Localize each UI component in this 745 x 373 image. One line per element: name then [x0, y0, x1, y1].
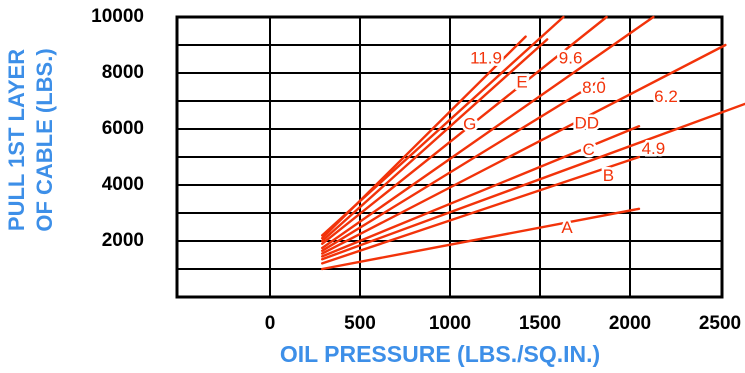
curve-label-8-0: 8.0: [582, 78, 606, 97]
y-tick-label: 10000: [91, 6, 144, 27]
x-axis-title: OIL PRESSURE (LBS./SQ.IN.): [280, 341, 600, 367]
curve-label-4-9: 4.9: [642, 139, 666, 158]
plot-frame: [175, 15, 724, 299]
y-axis-title-line-2: OF CABLE (LBS.): [32, 48, 57, 231]
curve-label-e: E: [516, 72, 527, 91]
curve-label-a: A: [561, 218, 573, 237]
curve-8-0: [321, 15, 655, 250]
y-tick-label: 2000: [102, 230, 144, 251]
y-axis-title-line-1: PULL 1ST LAYER: [4, 49, 29, 231]
x-tick-label: 0: [265, 313, 276, 334]
x-tick-label: 2000: [609, 313, 651, 334]
y-tick-label: 4000: [102, 174, 144, 195]
x-tick-label: 2500: [699, 313, 741, 334]
curve-label-b: B: [603, 166, 614, 185]
curve-6-2: [321, 43, 727, 255]
curves: [321, 15, 745, 271]
curve-labels: A B 4.9 C 6.2 DD 8.0 9.6 E G 11.9: [461, 46, 681, 240]
curve-label-9-6: 9.6: [559, 48, 583, 67]
curve-label-dd: DD: [575, 114, 600, 133]
curve-9-6: [321, 15, 608, 246]
x-tick-label: 500: [344, 313, 376, 334]
curve-e: [321, 38, 549, 243]
curve-b: [321, 155, 641, 265]
curve-c: [321, 124, 641, 258]
curve-a: [321, 207, 641, 271]
curve-label-11-9: 11.9: [470, 48, 502, 67]
curve-label-c: C: [582, 140, 594, 159]
y-tick-label: 6000: [102, 118, 144, 139]
curve-11-9: [321, 15, 565, 237]
x-tick-label: 1500: [519, 313, 561, 334]
curve-label-g: G: [463, 114, 476, 133]
y-tick-label: 8000: [102, 62, 144, 83]
curve-4-9: [321, 102, 745, 261]
curve-label-6-2: 6.2: [654, 87, 678, 106]
x-tick-labels: 050010001500200025003000: [265, 313, 741, 334]
x-tick-label: 1000: [429, 313, 471, 334]
curve-dd: [321, 77, 605, 253]
y-tick-labels: 2000 4000 6000 8000 10000: [91, 6, 144, 251]
